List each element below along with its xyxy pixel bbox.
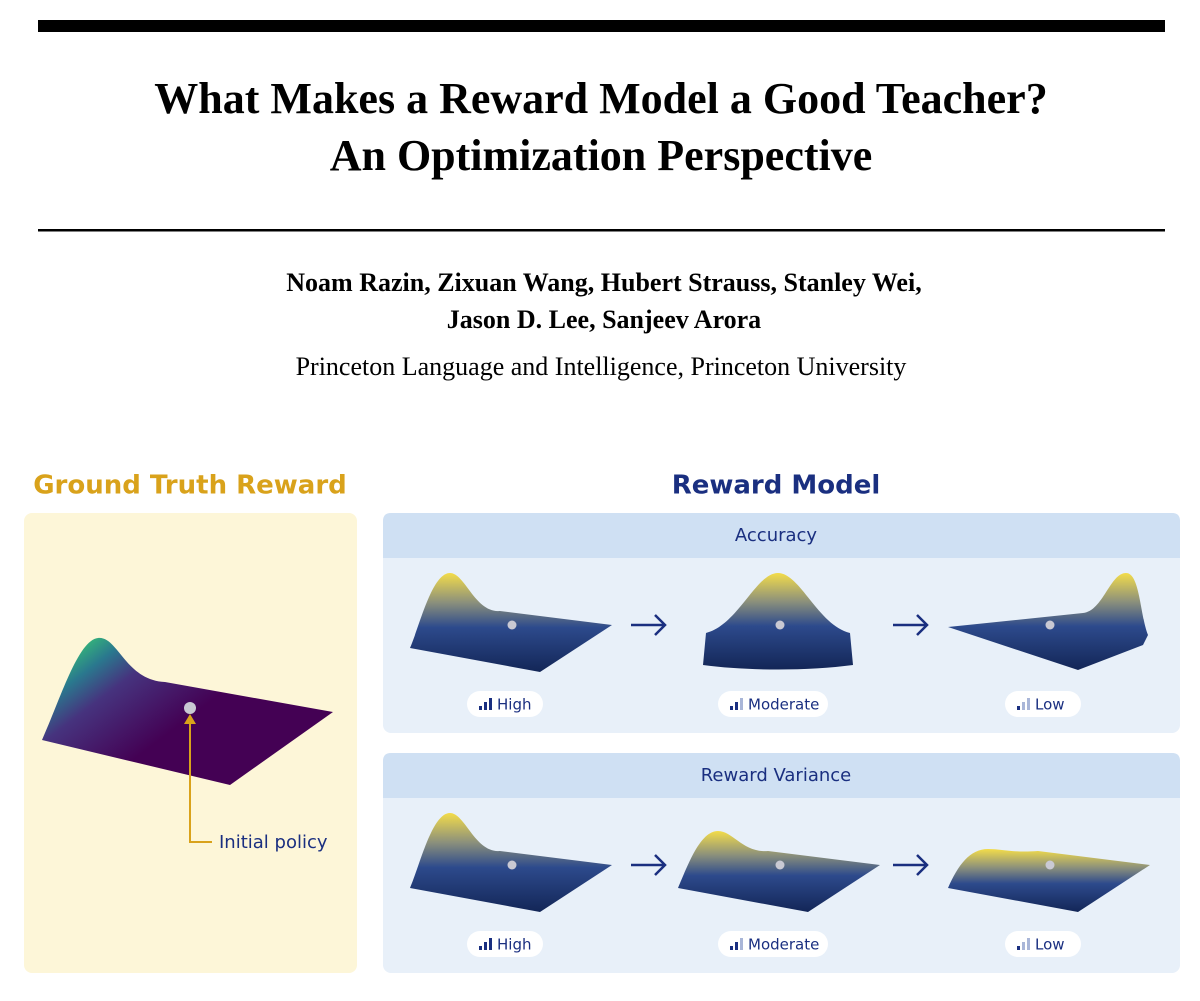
panel-header [383,753,1180,798]
badge [718,691,828,717]
affiliation: Princeton Language and Intelligence, Pri… [296,352,907,381]
arrowhead [184,714,196,724]
panel-title: Ground Truth Reward [33,471,347,501]
point [184,702,196,714]
badge [467,931,543,957]
title: What Makes a Reward Model a Good Teacher… [154,74,1047,123]
surface [678,831,880,912]
signal-bar [1022,702,1025,710]
signal-bar [1017,946,1020,950]
signal-bar [479,706,482,710]
signal-bar [479,946,482,950]
panel-header [383,513,1180,558]
point [1045,620,1055,630]
level-label: High [497,936,531,954]
surface [948,849,1150,912]
badge [1005,691,1081,717]
signal-bar [730,946,733,950]
point [775,620,785,630]
point [507,860,517,870]
signal-bar [489,938,492,950]
authors: Noam Razin, Zixuan Wang, Hubert Strauss,… [286,268,921,297]
level-label: Moderate [748,696,819,714]
arrow [631,854,667,876]
signal-bar [484,702,487,710]
annotation: Initial policy [219,832,328,853]
surface [410,813,612,912]
rule [38,229,1165,232]
surface [410,573,612,672]
surface-shape [678,831,880,912]
signal-bar [735,702,738,710]
surface [703,573,853,670]
badge [467,691,543,717]
signal-bar [740,698,743,710]
point [775,860,785,870]
signal-bar [1027,698,1030,710]
level-label: Low [1035,696,1065,714]
point [507,620,517,630]
panel-heading: Accuracy [735,525,818,546]
title: An Optimization Perspective [330,131,873,180]
level-label: High [497,696,531,714]
top-rule [38,20,1165,32]
signal-bar [730,706,733,710]
signal-bar [740,938,743,950]
arrow [893,614,929,636]
level-label: Low [1035,936,1065,954]
badge [1005,931,1081,957]
pointer [189,718,212,843]
arrow [631,614,667,636]
surface-shape [948,849,1150,912]
signal-bar [735,942,738,950]
surface [948,573,1148,670]
signal-bar [1022,942,1025,950]
signal-bar [1027,938,1030,950]
level-label: Moderate [748,936,819,954]
badge [718,931,828,957]
point [1045,860,1055,870]
arrow [893,854,929,876]
signal-bar [489,698,492,710]
panel-title: Reward Model [672,471,881,501]
signal-bar [484,942,487,950]
authors: Jason D. Lee, Sanjeev Arora [447,305,761,334]
signal-bar [1017,706,1020,710]
panel-heading: Reward Variance [701,765,852,786]
